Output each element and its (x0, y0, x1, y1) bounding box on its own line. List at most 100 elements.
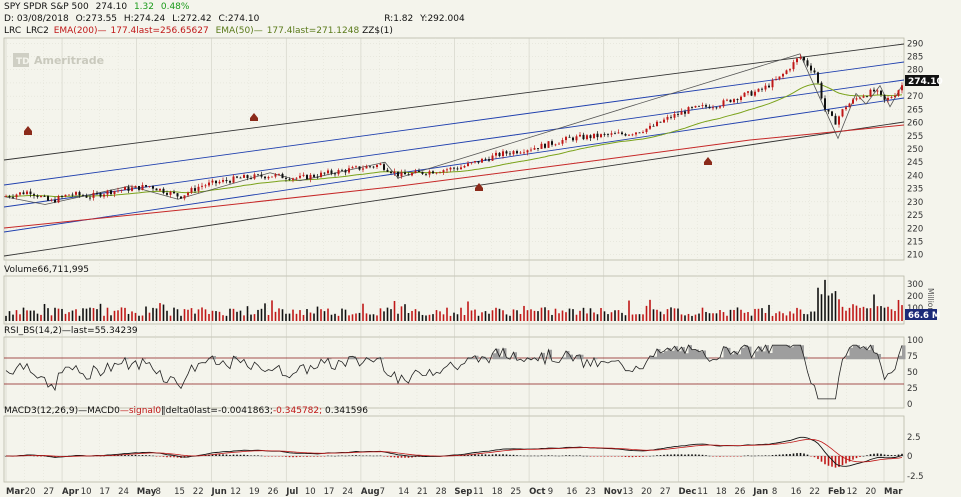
volume-last-value: 66.6 M (908, 311, 940, 321)
macd-title: MACD3(12,26,9) (4, 406, 78, 416)
rsi-axis: 100 75 50 25 0 (907, 336, 923, 410)
time-tick: Jan (752, 487, 768, 497)
time-tick: 9 (548, 487, 553, 497)
macd-signal: signal0 (129, 406, 162, 416)
bar-high: H:274.24 (123, 14, 166, 24)
channel-mid (4, 79, 904, 208)
pivot-markers (24, 113, 712, 191)
time-tick: 25 (510, 487, 521, 497)
volume-title: Volume (4, 265, 38, 275)
ema200-label[interactable]: EMA(200) (53, 26, 98, 36)
time-tick: 10 (305, 487, 316, 497)
time-tick: 28 (436, 487, 447, 497)
macd-delta: delta0 (166, 406, 195, 416)
price-tick: 260 (907, 119, 923, 129)
rsi-tick: 25 (907, 384, 918, 394)
volume-value: 66,711,995 (37, 265, 89, 275)
time-tick: Mar (6, 487, 25, 497)
channel-lower-outer (4, 121, 904, 257)
lrc2-label[interactable]: LRC2 (25, 26, 49, 36)
channel-upper-outer (4, 43, 904, 161)
ameritrade-logo: TD Ameritrade (13, 53, 104, 67)
channel-lower-inner (4, 97, 904, 233)
time-tick: 20 (865, 487, 876, 497)
time-tick: Dec (679, 487, 697, 497)
time-tick: 27 (43, 487, 54, 497)
rsi-tick: 75 (907, 352, 918, 362)
time-tick: Mar (884, 487, 903, 497)
rsi-last: last=55.34239 (71, 326, 138, 336)
header-line-2: D: 03/08/2018 O:273.55 H:274.24 L:272.42… (4, 14, 469, 25)
price-tick: 230 (907, 198, 923, 208)
time-tick: 8 (155, 487, 160, 497)
price-last-value: 274.10 (908, 77, 943, 87)
rsi-title: RSI_BS(14,2) (4, 326, 62, 336)
rsi-tick: 0 (907, 400, 912, 410)
price-tick: 285 (907, 53, 923, 63)
volume-unit: Millions (926, 288, 935, 316)
rsi-tick: 100 (907, 336, 923, 346)
time-tick: 22 (193, 487, 204, 497)
macd-label: MACD3(12,26,9)—MACD0—signal0‖delta0last=… (4, 406, 368, 416)
price-tick: 225 (907, 211, 923, 221)
time-tick: Jul (285, 487, 298, 497)
time-tick: 18 (716, 487, 727, 497)
time-tick: 11 (473, 487, 484, 497)
price-tick: 270 (907, 92, 923, 102)
symbol-name[interactable]: SPY SPDR S&P 500 (4, 2, 89, 12)
lrc-label[interactable]: LRC (4, 26, 22, 36)
macd-last: last=-0.0041863; (194, 406, 273, 416)
macd-last-2: -0.345782; (273, 406, 322, 416)
pivot-up-marker (24, 126, 32, 135)
pivot-up-marker (475, 183, 483, 191)
time-tick: May (137, 487, 157, 497)
pivot-up-marker (704, 157, 712, 165)
time-tick: 13 (622, 487, 633, 497)
price-tick: 280 (907, 66, 923, 76)
price-tick: 210 (907, 251, 923, 261)
zigzag-label[interactable]: ZZ$(1) (362, 26, 393, 36)
time-tick: 12 (847, 487, 858, 497)
time-tick: 10 (81, 487, 92, 497)
time-tick: 26 (268, 487, 279, 497)
time-tick: 12 (230, 487, 241, 497)
price-tick: 250 (907, 145, 923, 155)
rsi-panel[interactable] (3, 336, 905, 409)
time-tick: 26 (735, 487, 746, 497)
time-tick: 22 (809, 487, 820, 497)
price-tick: 240 (907, 171, 923, 181)
time-tick: 21 (417, 487, 428, 497)
time-tick: 24 (118, 487, 129, 497)
rsi-line (5, 344, 903, 400)
study-legend: LRC LRC2 EMA(200)— 177.4last=256.65627 EM… (4, 26, 393, 36)
time-tick: 19 (249, 487, 260, 497)
price-axis: 2902852802752702652602552502452402352302… (907, 39, 923, 260)
time-tick: 24 (342, 487, 353, 497)
time-tick: 23 (585, 487, 596, 497)
time-tick: Oct (529, 487, 545, 497)
time-tick: 20 (25, 487, 36, 497)
watermark-text: Ameritrade (34, 54, 104, 67)
svg-text:TD: TD (16, 57, 30, 67)
volume-tick: 300 (907, 280, 923, 290)
ema50-label[interactable]: EMA(50) (215, 26, 254, 36)
time-tick: 18 (492, 487, 503, 497)
rsi-tick: 50 (907, 368, 918, 378)
time-tick: 17 (324, 487, 335, 497)
macd-tick: 0 (907, 452, 912, 462)
time-tick: 16 (791, 487, 802, 497)
macd-tick: 2.5 (907, 433, 921, 443)
time-tick: 11 (697, 487, 708, 497)
time-tick: 8 (772, 487, 777, 497)
bar-date: D: 03/08/2018 (4, 14, 69, 24)
price-tick: 235 (907, 185, 923, 195)
volume-last-tag (905, 309, 937, 320)
channel-upper-inner (4, 61, 904, 186)
y-value: Y:292.004 (420, 14, 465, 24)
macd-last-3: 0.341596 (325, 406, 368, 416)
time-tick: 7 (380, 487, 385, 497)
macd-panel[interactable] (3, 415, 905, 483)
rsi-label: RSI_BS(14,2)—last=55.34239 (4, 326, 138, 336)
time-tick: Aug (361, 487, 380, 497)
